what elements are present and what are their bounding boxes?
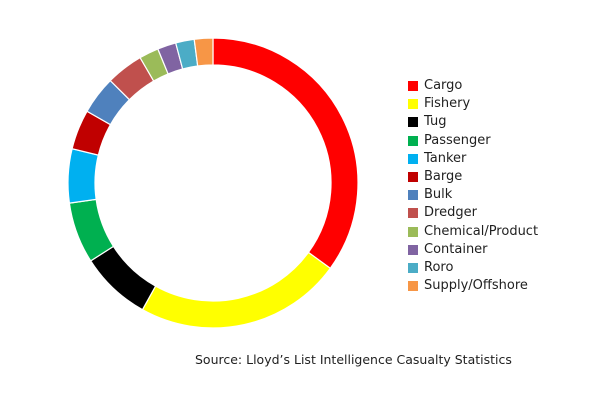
legend-label: Passenger: [424, 132, 491, 148]
slice-cargo: [212, 37, 359, 270]
legend-swatch: [408, 153, 418, 164]
legend-item-bulk: Bulk: [408, 186, 538, 204]
chart-legend: Cargo Fishery Tug Passenger Tanker Barge Bulk D…: [408, 77, 538, 295]
legend-item-passenger: Passenger: [408, 132, 538, 150]
legend-swatch: [408, 117, 418, 128]
legend-swatch: [408, 172, 418, 183]
legend-swatch: [408, 262, 418, 273]
legend-item-roro: Roro: [408, 259, 538, 277]
legend-swatch: [408, 208, 418, 219]
legend-swatch: [408, 226, 418, 237]
legend-item-tanker: Tanker: [408, 150, 538, 168]
slice-tug: [89, 245, 157, 311]
donut-slices: [67, 37, 359, 329]
slice-tanker: [67, 148, 100, 204]
legend-item-barge: Barge: [408, 168, 538, 186]
legend-swatch: [408, 281, 418, 292]
slice-supply-offshore: [193, 37, 214, 67]
legend-item-dredger: Dredger: [408, 204, 538, 222]
legend-label: Roro: [424, 259, 454, 275]
legend-item-supply-offshore: Supply/Offshore: [408, 277, 538, 295]
legend-label: Cargo: [424, 78, 463, 94]
legend-label: Container: [424, 241, 488, 257]
legend-label: Bulk: [424, 187, 453, 203]
legend-label: Chemical/Product: [424, 223, 539, 239]
slice-fishery: [141, 251, 332, 329]
legend-item-tug: Tug: [408, 113, 538, 131]
legend-label: Dredger: [424, 205, 477, 221]
legend-label: Tug: [424, 114, 447, 130]
legend-swatch: [408, 190, 418, 201]
legend-swatch: [408, 99, 418, 110]
legend-swatch: [408, 244, 418, 255]
legend-label: Tanker: [424, 150, 467, 166]
legend-label: Fishery: [424, 96, 471, 112]
legend-item-container: Container: [408, 241, 538, 259]
legend-item-fishery: Fishery: [408, 95, 538, 113]
legend-label: Barge: [424, 169, 463, 185]
legend-swatch: [408, 135, 418, 146]
legend-label: Supply/Offshore: [424, 278, 528, 294]
source-note: Source: Lloyd’s List Intelligence Casual…: [195, 352, 512, 367]
legend-item-cargo: Cargo: [408, 77, 538, 95]
legend-item-chemical-product: Chemical/Product: [408, 223, 538, 241]
legend-swatch: [408, 81, 418, 92]
